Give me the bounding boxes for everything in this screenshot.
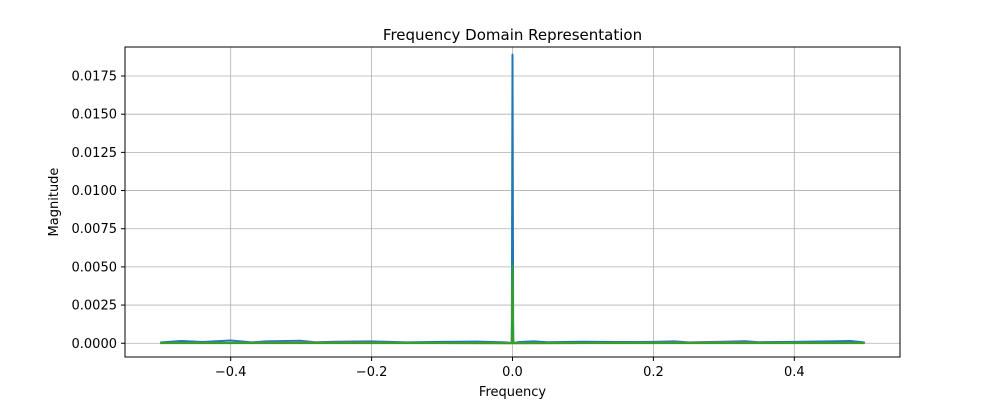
y-tick-label: 0.0150 [72,108,118,123]
x-tick-label: −0.2 [356,365,388,380]
x-axis-label: Frequency [479,385,546,400]
tick-layer: −0.4 −0.2 0.0 0.2 0.4 0.0000 0.0025 0.0050 0.007… [72,70,805,380]
y-tick-label: 0.0025 [72,299,118,314]
x-tick-label: −0.4 [215,365,247,380]
chart-title: Frequency Domain Representation [383,26,642,44]
series-layer [160,53,865,345]
y-tick-label: 0.0125 [72,146,118,161]
y-tick-label: 0.0000 [72,337,118,352]
x-tick-label: 0.4 [784,365,805,380]
y-tick-label: 0.0075 [72,222,118,237]
y-axis-label: Magnitude [47,168,62,237]
y-tick-label: 0.0050 [72,260,118,275]
y-tick-label: 0.0100 [72,184,118,199]
series-line-3 [160,264,865,345]
series-line-1 [160,53,865,344]
y-tick-label: 0.0175 [72,70,118,85]
x-tick-label: 0.0 [502,365,523,380]
x-tick-label: 0.2 [643,365,664,380]
